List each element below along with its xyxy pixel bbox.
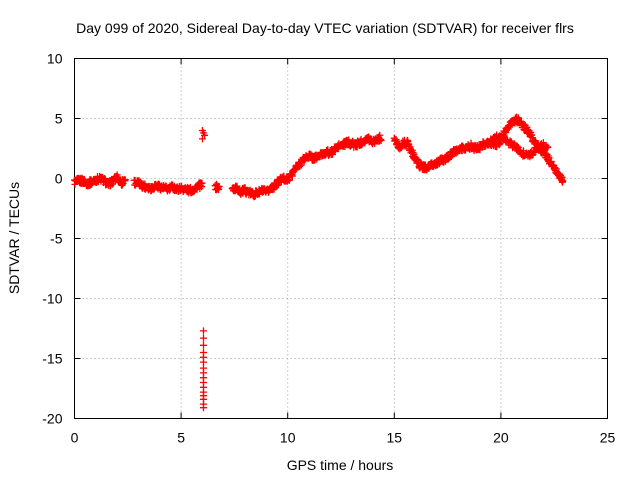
data-points bbox=[71, 113, 567, 412]
y-tick-label: 5 bbox=[55, 111, 63, 127]
y-tick-label: 10 bbox=[47, 51, 63, 67]
data-point bbox=[121, 176, 129, 184]
y-tick-label: -10 bbox=[42, 291, 62, 307]
outlier-point bbox=[199, 327, 207, 335]
data-point bbox=[377, 136, 385, 144]
data-point bbox=[544, 143, 552, 151]
outlier-point bbox=[199, 334, 207, 342]
y-tick-label: -20 bbox=[42, 411, 62, 427]
outlier-point bbox=[198, 127, 206, 134]
y-tick-label: -15 bbox=[42, 351, 62, 367]
outlier-point bbox=[198, 135, 206, 143]
x-axis-label: GPS time / hours bbox=[287, 457, 394, 473]
data-point bbox=[198, 179, 206, 187]
y-tick-labels: -20 -15 -10 -5 0 5 10 bbox=[42, 51, 62, 427]
x-tick-label: 20 bbox=[493, 430, 509, 446]
data-point bbox=[215, 182, 223, 190]
data-point bbox=[559, 177, 567, 185]
x-tick-labels: 0 5 10 15 20 25 bbox=[71, 430, 616, 446]
x-tick-label: 15 bbox=[387, 430, 403, 446]
x-tick-label: 10 bbox=[280, 430, 296, 446]
y-tick-label: -5 bbox=[50, 231, 63, 247]
x-tick-label: 0 bbox=[71, 430, 79, 446]
y-tick-label: 0 bbox=[55, 171, 63, 187]
data-point bbox=[285, 176, 293, 184]
plot-frame bbox=[74, 58, 608, 419]
grid-lines bbox=[74, 58, 608, 419]
axis-ticks bbox=[74, 58, 608, 419]
outlier-point bbox=[199, 404, 207, 412]
outlier-point bbox=[199, 358, 207, 366]
y-axis-label: SDTVAR / TECUs bbox=[6, 182, 22, 294]
chart-title: Day 099 of 2020, Sidereal Day-to-day VTE… bbox=[76, 20, 574, 36]
x-tick-label: 25 bbox=[600, 430, 616, 446]
x-tick-label: 5 bbox=[177, 430, 185, 446]
data-point bbox=[545, 154, 553, 162]
outlier-point bbox=[201, 131, 209, 139]
outlier-point bbox=[199, 341, 207, 349]
